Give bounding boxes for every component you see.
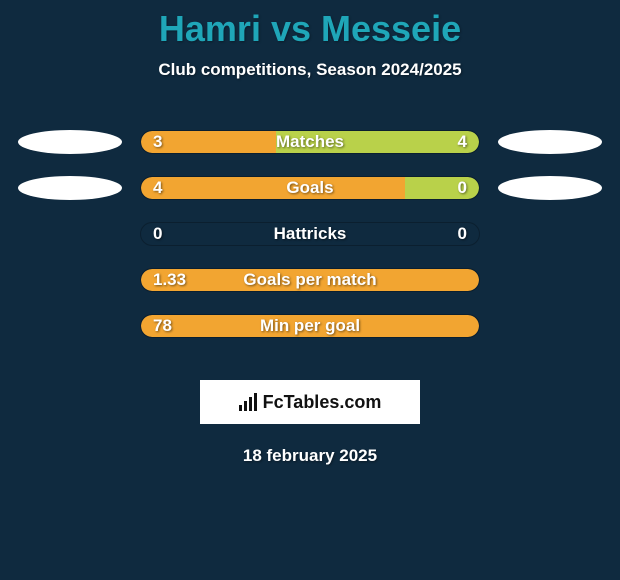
ellipse-spacer	[18, 314, 122, 338]
page-title: Hamri vs Messeie	[0, 0, 620, 50]
stat-bar: 78Min per goal	[140, 314, 480, 338]
ellipse-spacer	[498, 222, 602, 246]
stats-rows: 3Matches44Goals00Hattricks01.33Goals per…	[0, 130, 620, 338]
stat-label: Min per goal	[141, 315, 479, 337]
right-ellipse	[498, 130, 602, 154]
stat-bar: 1.33Goals per match	[140, 268, 480, 292]
stat-label: Goals per match	[141, 269, 479, 291]
stat-row: 3Matches4	[0, 130, 620, 154]
left-ellipse	[18, 176, 122, 200]
brand-badge: FcTables.com	[200, 380, 420, 424]
stat-row: 1.33Goals per match	[0, 268, 620, 292]
bars-icon	[239, 393, 257, 411]
stat-row: 0Hattricks0	[0, 222, 620, 246]
subtitle: Club competitions, Season 2024/2025	[0, 60, 620, 80]
stat-row: 4Goals0	[0, 176, 620, 200]
ellipse-spacer	[498, 314, 602, 338]
stat-bar: 4Goals0	[140, 176, 480, 200]
right-value: 0	[458, 177, 467, 199]
ellipse-spacer	[498, 268, 602, 292]
right-ellipse	[498, 176, 602, 200]
stat-bar: 0Hattricks0	[140, 222, 480, 246]
ellipse-spacer	[18, 222, 122, 246]
ellipse-spacer	[18, 268, 122, 292]
stat-bar: 3Matches4	[140, 130, 480, 154]
stat-row: 78Min per goal	[0, 314, 620, 338]
stat-label: Goals	[141, 177, 479, 199]
right-value: 0	[458, 223, 467, 245]
brand-text: FcTables.com	[263, 392, 382, 413]
stat-label: Hattricks	[141, 223, 479, 245]
stat-label: Matches	[141, 131, 479, 153]
date-text: 18 february 2025	[0, 446, 620, 466]
right-value: 4	[458, 131, 467, 153]
left-ellipse	[18, 130, 122, 154]
stats-card: Hamri vs Messeie Club competitions, Seas…	[0, 0, 620, 580]
